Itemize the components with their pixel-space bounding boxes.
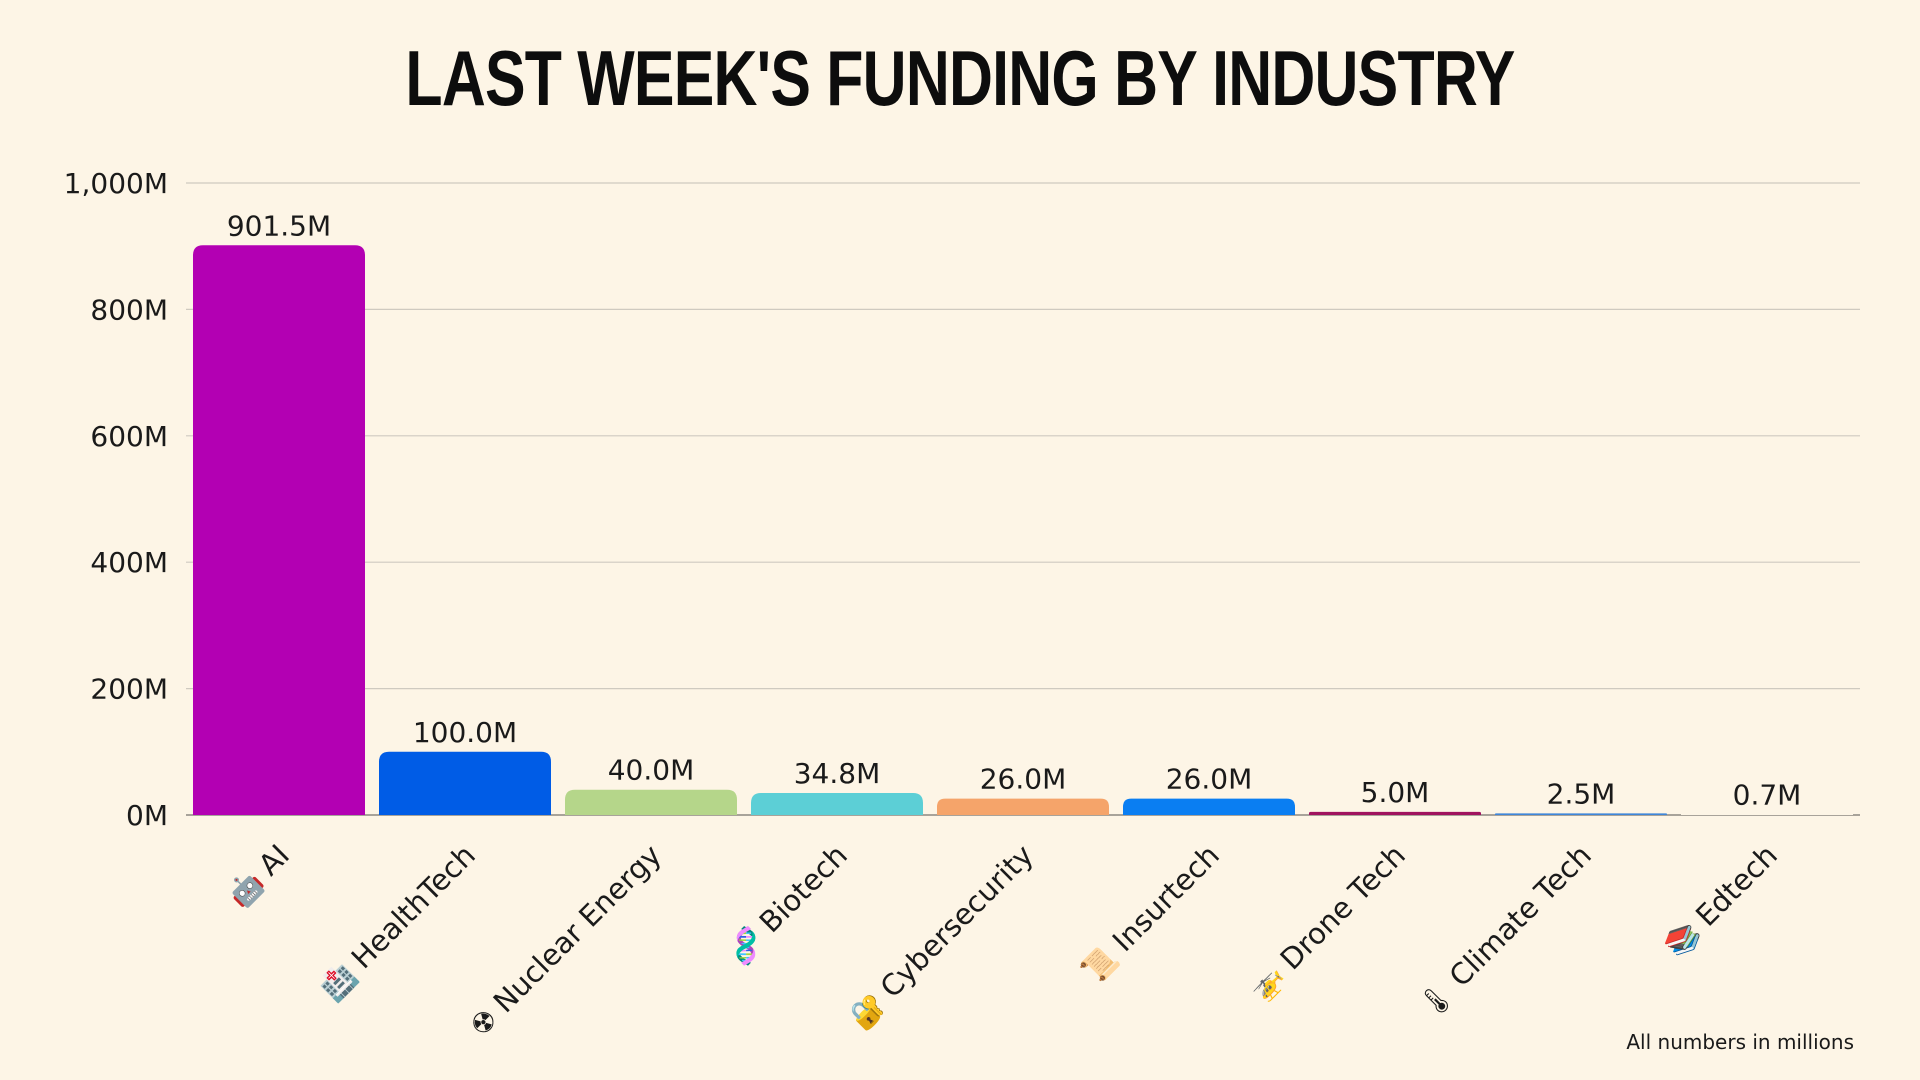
category-text: 🤖 AI bbox=[221, 838, 296, 913]
category-text: 🌡 Climate Tech bbox=[1411, 838, 1598, 1025]
category-label: 🧬 Biotech bbox=[722, 838, 854, 970]
category-name: Nuclear Energy bbox=[487, 838, 668, 1019]
value-label: 100.0M bbox=[413, 716, 517, 749]
y-tick-label: 200M bbox=[90, 673, 168, 706]
category-name: Drone Tech bbox=[1274, 838, 1412, 976]
value-label: 0.7M bbox=[1733, 779, 1802, 812]
value-label: 26.0M bbox=[980, 763, 1067, 796]
bar-healthtech bbox=[379, 751, 551, 815]
category-name: Biotech bbox=[753, 838, 854, 939]
category-labels: 🤖 AI🏥 HealthTech☢ Nuclear Energy 🧬 Biotec… bbox=[221, 838, 1784, 1043]
category-text: 🏥 HealthTech bbox=[314, 838, 482, 1006]
category-text: 🔐 Cybersecurity bbox=[843, 838, 1040, 1035]
category-text: 📚 Edtech bbox=[1658, 838, 1784, 964]
y-tick-label: 800M bbox=[90, 293, 168, 326]
value-label: 2.5M bbox=[1547, 777, 1616, 810]
category-label: ☢ Nuclear Energy bbox=[463, 838, 668, 1043]
value-label: 5.0M bbox=[1361, 776, 1430, 809]
category-text: ☢ Nuclear Energy bbox=[463, 838, 668, 1043]
category-name: Climate Tech bbox=[1443, 838, 1598, 993]
category-label: 📚 Edtech bbox=[1658, 838, 1784, 964]
category-name: Insurtech bbox=[1106, 838, 1226, 958]
value-labels: 901.5M 100.0M 40.0M 34.8M 26.0M 26.0M 5.0M 2.5M… bbox=[227, 209, 1802, 811]
bar-climate-tech bbox=[1495, 813, 1667, 815]
category-label: 🔐 Cybersecurity bbox=[843, 838, 1040, 1035]
bars bbox=[193, 245, 1853, 815]
value-label: 901.5M bbox=[227, 209, 331, 242]
y-tick-label: 0M bbox=[126, 799, 168, 832]
category-text: 🚁 Drone Tech bbox=[1243, 838, 1412, 1007]
bar-cybersecurity bbox=[937, 798, 1109, 815]
bar-drone-tech bbox=[1309, 811, 1481, 815]
bar-edtech bbox=[1681, 813, 1853, 815]
value-label: 40.0M bbox=[608, 754, 695, 787]
category-label: 🏥 HealthTech bbox=[314, 838, 482, 1006]
category-name: Edtech bbox=[1689, 838, 1784, 933]
y-tick-label: 400M bbox=[90, 546, 168, 579]
chart-title: LAST WEEK'S FUNDING BY INDUSTRY bbox=[405, 34, 1515, 122]
y-axis-tick-labels: 0M 200M 400M 600M 800M 1,000M bbox=[64, 167, 168, 832]
category-name: Cybersecurity bbox=[874, 838, 1040, 1004]
bar-nuclear-energy bbox=[565, 789, 737, 815]
bar-biotech bbox=[751, 793, 923, 815]
value-label: 34.8M bbox=[794, 757, 881, 790]
y-tick-label: 600M bbox=[90, 420, 168, 453]
category-name: HealthTech bbox=[345, 838, 482, 975]
bar-ai bbox=[193, 245, 365, 815]
category-label: 🌡 Climate Tech bbox=[1411, 838, 1598, 1025]
bar-insurtech bbox=[1123, 798, 1295, 815]
category-text: 🧬 Biotech bbox=[722, 838, 854, 970]
category-text: 📜 Insurtech bbox=[1075, 838, 1226, 989]
value-label: 26.0M bbox=[1166, 763, 1253, 796]
category-label: 🤖 AI bbox=[221, 838, 296, 913]
footnote: All numbers in millions bbox=[1626, 1030, 1854, 1054]
category-label: 🚁 Drone Tech bbox=[1243, 838, 1412, 1007]
category-label: 📜 Insurtech bbox=[1075, 838, 1226, 989]
y-tick-label: 1,000M bbox=[64, 167, 168, 200]
